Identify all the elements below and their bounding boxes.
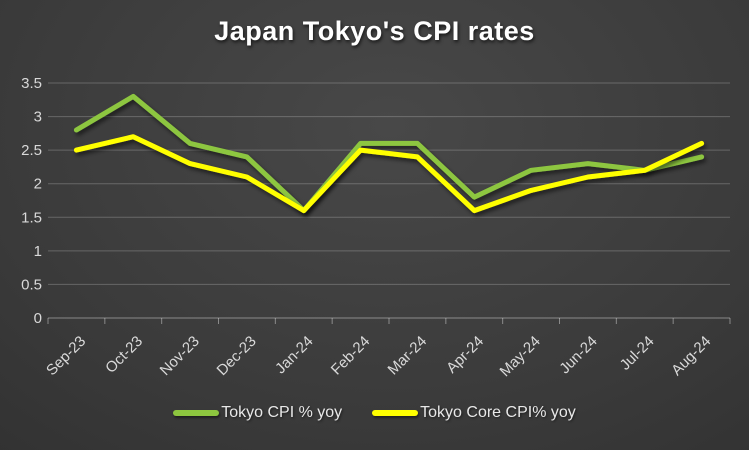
chart-legend: Tokyo CPI % yoy Tokyo Core CPI% yoy bbox=[0, 404, 749, 422]
axes-group bbox=[47, 318, 731, 324]
legend-item-tokyo-cpi: Tokyo CPI % yoy bbox=[173, 404, 342, 422]
x-axis-category-label: Jun-24 bbox=[556, 333, 600, 377]
legend-label-tokyo-cpi: Tokyo CPI % yoy bbox=[221, 404, 343, 421]
gridlines-group bbox=[48, 82, 730, 319]
x-axis-category-label: Nov-23 bbox=[157, 333, 203, 379]
x-axis-category-label: Apr-24 bbox=[443, 333, 487, 377]
series-line-tokyo-core-cpi-yoy bbox=[73, 134, 705, 214]
series-line-tokyo-cpi-yoy bbox=[73, 93, 705, 214]
x-axis-category-label: Feb-24 bbox=[328, 333, 374, 379]
x-axis-category-label: Mar-24 bbox=[385, 333, 431, 379]
y-axis-tick-label: 3 bbox=[34, 109, 42, 126]
y-axis-tick-label: 0 bbox=[34, 310, 42, 327]
axis-labels-group: 0 0.5 1 1.5 2 2.5 3 3.5 Sep-23 Oct-23 Nov-23 Dec-23… bbox=[21, 75, 714, 380]
x-axis-category-label: Oct-23 bbox=[102, 333, 146, 377]
x-axis-category-label: Jul-24 bbox=[617, 333, 658, 374]
x-axis-category-label: Sep-23 bbox=[43, 333, 89, 379]
legend-label-tokyo-core-cpi: Tokyo Core CPI% yoy bbox=[420, 404, 576, 421]
legend-item-tokyo-core-cpi: Tokyo Core CPI% yoy bbox=[372, 404, 576, 422]
series-lines-group bbox=[73, 93, 705, 214]
y-axis-tick-label: 3.5 bbox=[21, 75, 42, 92]
y-axis-tick-label: 1.5 bbox=[21, 209, 42, 226]
x-axis-category-label: Aug-24 bbox=[668, 333, 714, 379]
legend-swatch-tokyo-core-cpi bbox=[372, 410, 419, 416]
y-axis-tick-label: 2 bbox=[34, 176, 42, 193]
x-axis-category-label: Dec-23 bbox=[214, 333, 260, 379]
x-axis-category-label: May-24 bbox=[497, 333, 544, 380]
y-axis-tick-label: 0.5 bbox=[21, 276, 42, 293]
legend-swatch-tokyo-cpi bbox=[173, 410, 220, 416]
y-axis-tick-label: 1 bbox=[34, 243, 42, 260]
y-axis-tick-label: 2.5 bbox=[21, 142, 42, 159]
chart-title: Japan Tokyo's CPI rates bbox=[214, 16, 535, 46]
x-axis-category-label: Jan-24 bbox=[272, 333, 316, 377]
